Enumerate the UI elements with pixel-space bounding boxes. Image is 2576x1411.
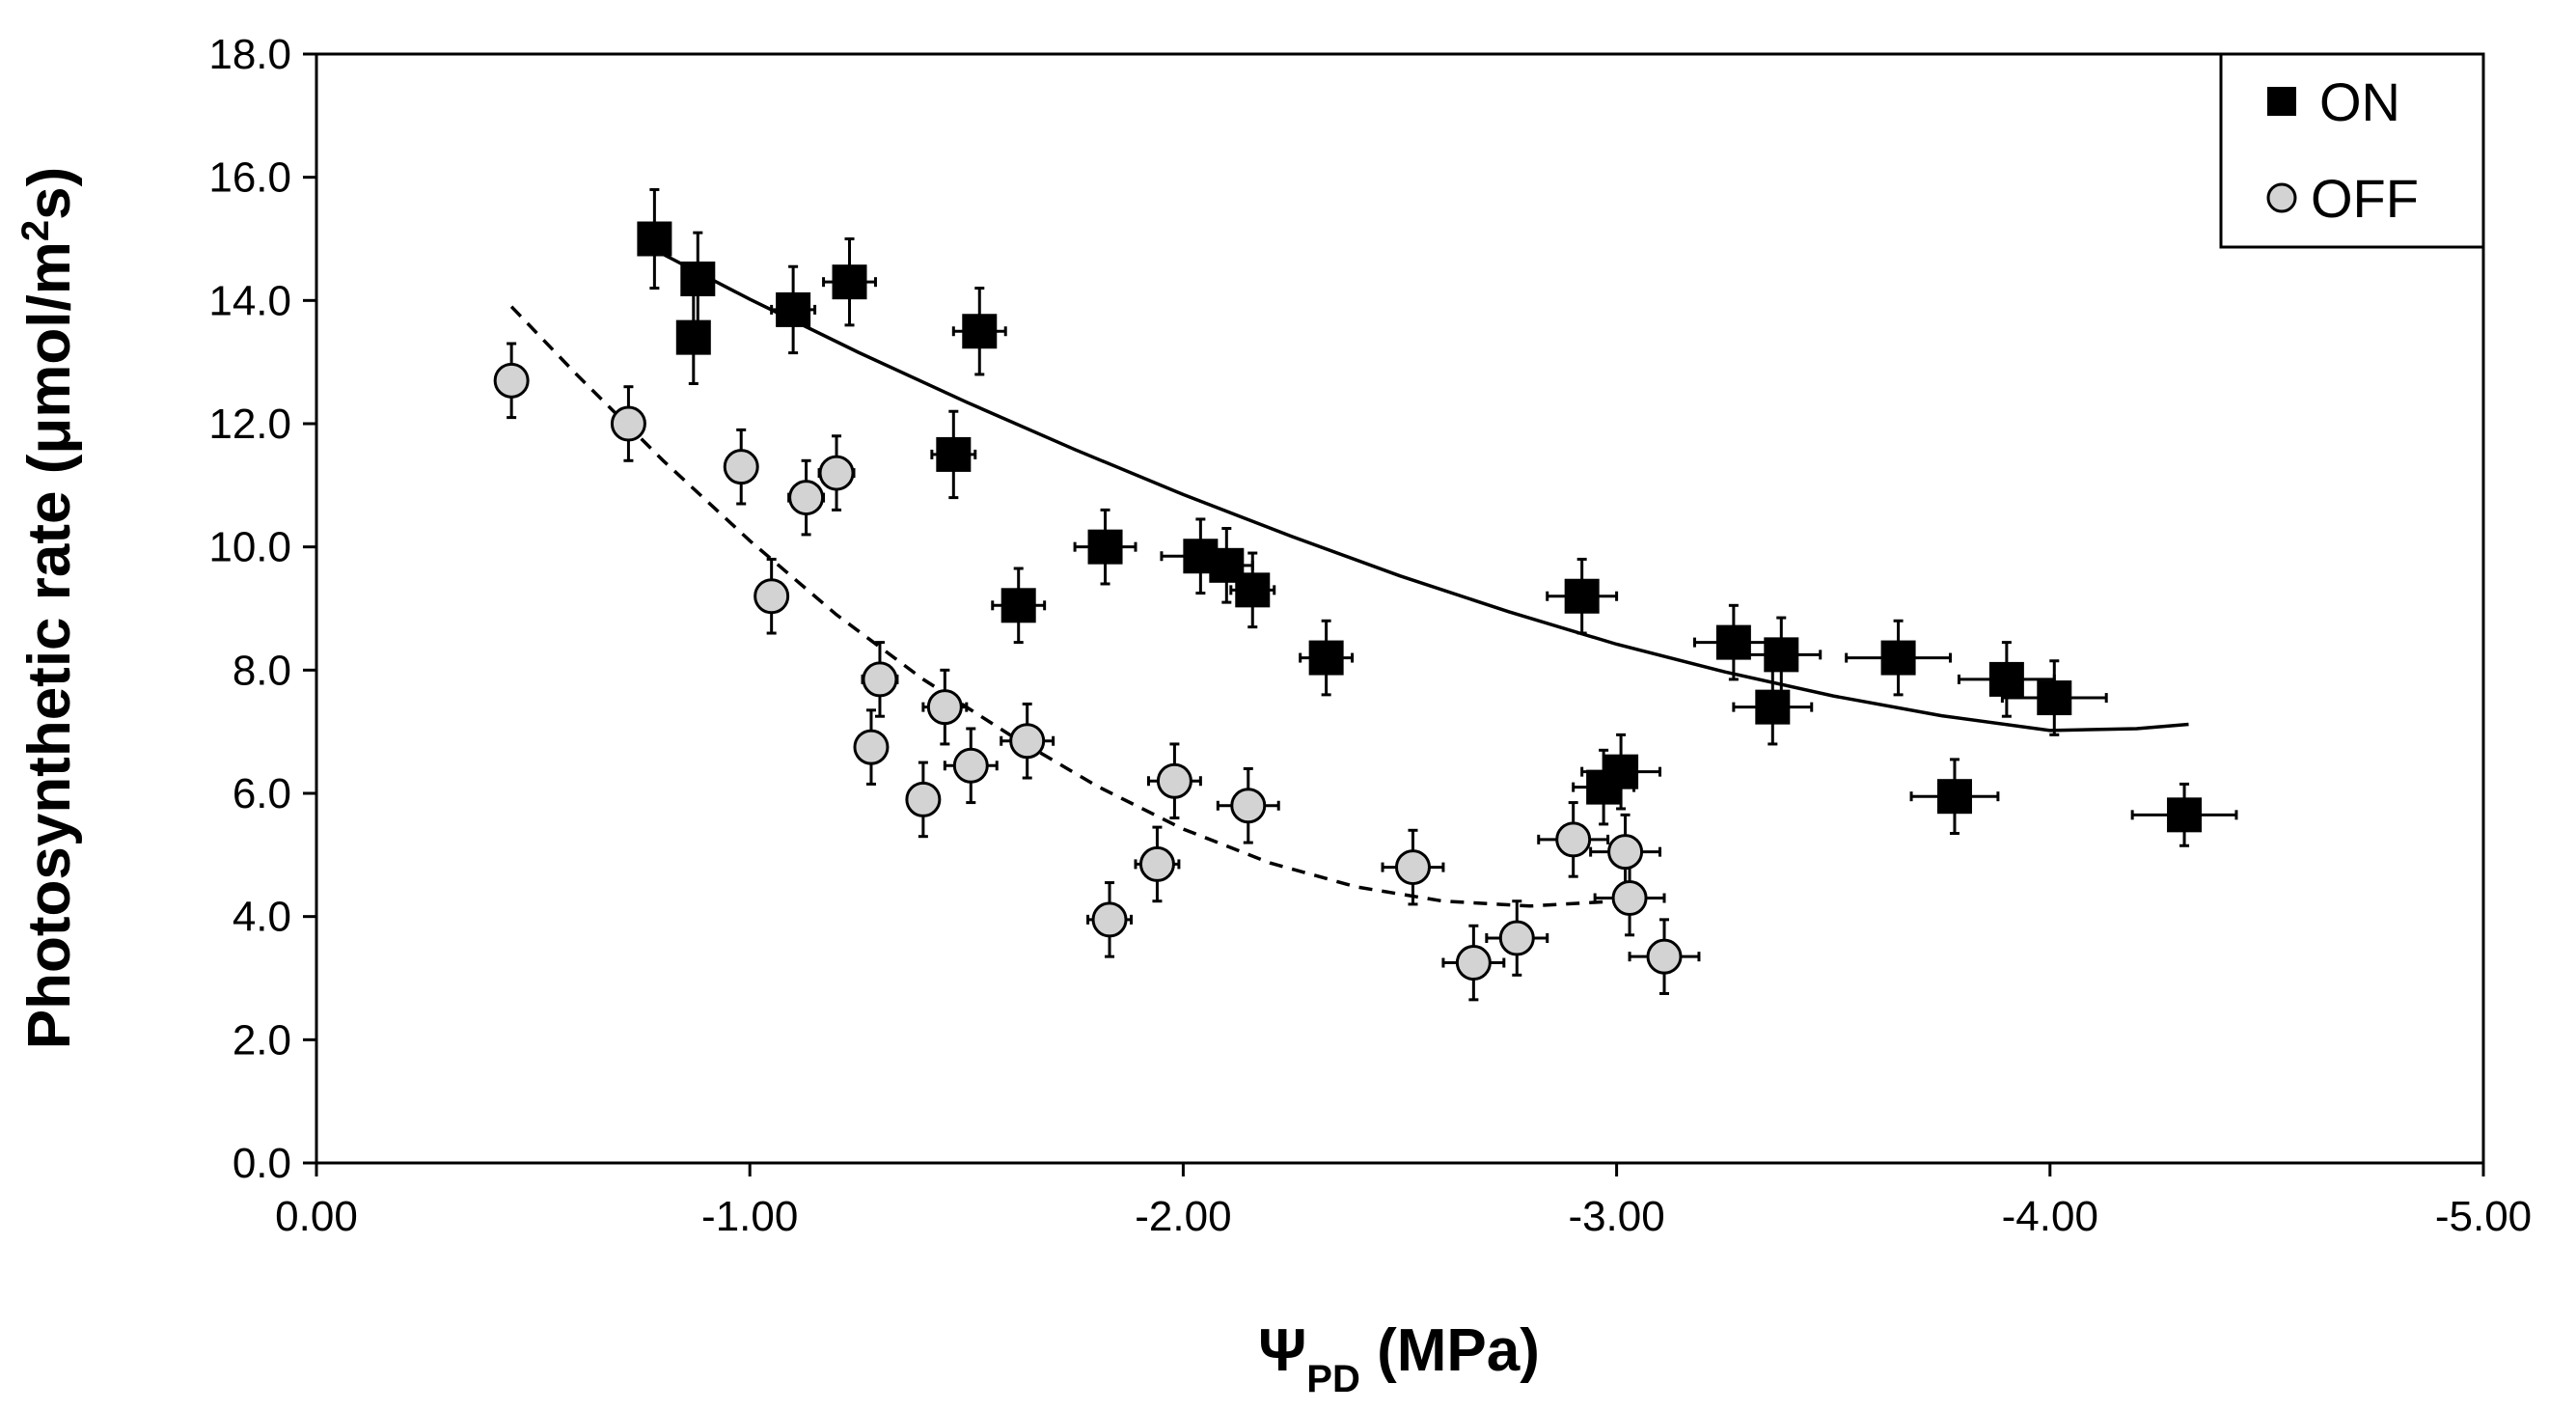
data-point-off (493, 362, 530, 399)
data-points (493, 221, 2203, 982)
data-point-off (1555, 821, 1592, 858)
y-tick-label: 2.0 (233, 1016, 291, 1064)
data-point-off (1455, 945, 1492, 982)
data-point-on (2037, 680, 2072, 716)
x-axis-ticks: 0.00 -1.00 -2.00 -3.00 -4.00 -5.00 (275, 1163, 2532, 1240)
y-tick-label: 14.0 (208, 277, 291, 324)
legend-on-marker (2267, 87, 2296, 116)
legend-box (2219, 52, 2485, 249)
data-point-off (1156, 762, 1192, 799)
data-point-on (1087, 529, 1123, 565)
y-tick-label: 12.0 (208, 401, 291, 448)
trend-line-on (662, 252, 2189, 733)
x-tick-label: 0.00 (275, 1193, 358, 1240)
y-tick-label: 8.0 (233, 647, 291, 694)
x-tick-label: -3.00 (1568, 1193, 1664, 1240)
data-point-off (1498, 920, 1535, 956)
data-point-off (853, 729, 890, 765)
data-point-on (1564, 578, 1600, 614)
x-tick-label: -4.00 (2002, 1193, 2098, 1240)
data-point-off (1646, 938, 1683, 975)
data-point-off (1091, 901, 1128, 938)
legend: ON OFF (2219, 52, 2485, 249)
data-point-on (637, 221, 672, 257)
data-point-on (936, 436, 972, 472)
data-point-off (926, 689, 963, 726)
data-point-off (818, 455, 855, 491)
data-point-off (610, 405, 646, 442)
data-point-off (1009, 723, 1046, 760)
data-point-on (962, 314, 998, 349)
data-point-on (832, 264, 867, 300)
data-point-on (1308, 640, 1344, 676)
legend-off-label: OFF (2311, 168, 2419, 229)
data-point-off (1230, 788, 1267, 824)
x-tick-label: -5.00 (2435, 1193, 2532, 1240)
y-tick-label: 10.0 (208, 524, 291, 571)
data-point-off (1611, 880, 1648, 917)
data-point-on (1755, 689, 1791, 725)
legend-off-marker (2266, 182, 2297, 213)
data-point-on (1988, 661, 2024, 697)
x-tick-label: -2.00 (1135, 1193, 1231, 1240)
plot-area (315, 52, 2485, 1165)
data-point-off (862, 661, 898, 698)
data-point-on (680, 261, 716, 296)
data-point-on (1764, 637, 1799, 673)
trend-lines (509, 252, 2189, 908)
y-tick-label: 16.0 (208, 154, 291, 202)
data-point-off (905, 781, 942, 817)
y-tick-label: 18.0 (208, 31, 291, 78)
data-point-off (1394, 849, 1431, 886)
data-point-on (1000, 588, 1036, 623)
data-point-on (1936, 779, 1972, 815)
y-tick-label: 0.0 (233, 1140, 291, 1187)
data-point-off (723, 449, 759, 485)
trend-line-off (509, 305, 1617, 908)
data-point-on (675, 319, 711, 355)
data-point-on (776, 291, 811, 327)
data-point-off (1138, 845, 1175, 882)
data-point-on (1715, 624, 1751, 660)
data-point-off (952, 747, 989, 784)
data-point-on (1235, 572, 1271, 608)
x-axis-title: ΨPD (MPa) (1258, 1317, 1540, 1400)
data-point-off (1607, 834, 1644, 871)
data-point-on (1603, 754, 1639, 789)
x-tick-label: -1.00 (701, 1193, 798, 1240)
y-axis-title: Photosynthetic rate (μmol/m2s) (14, 167, 83, 1050)
data-point-off (754, 578, 790, 615)
y-tick-label: 6.0 (233, 770, 291, 817)
legend-on-label: ON (2319, 71, 2400, 132)
data-point-off (788, 480, 825, 516)
data-point-on (1880, 640, 1916, 676)
data-point-on (2167, 797, 2203, 833)
y-tick-label: 4.0 (233, 894, 291, 941)
y-axis-ticks: 0.0 2.0 4.0 6.0 8.0 10.0 12.0 14.0 16.0 18.0 (208, 31, 316, 1187)
